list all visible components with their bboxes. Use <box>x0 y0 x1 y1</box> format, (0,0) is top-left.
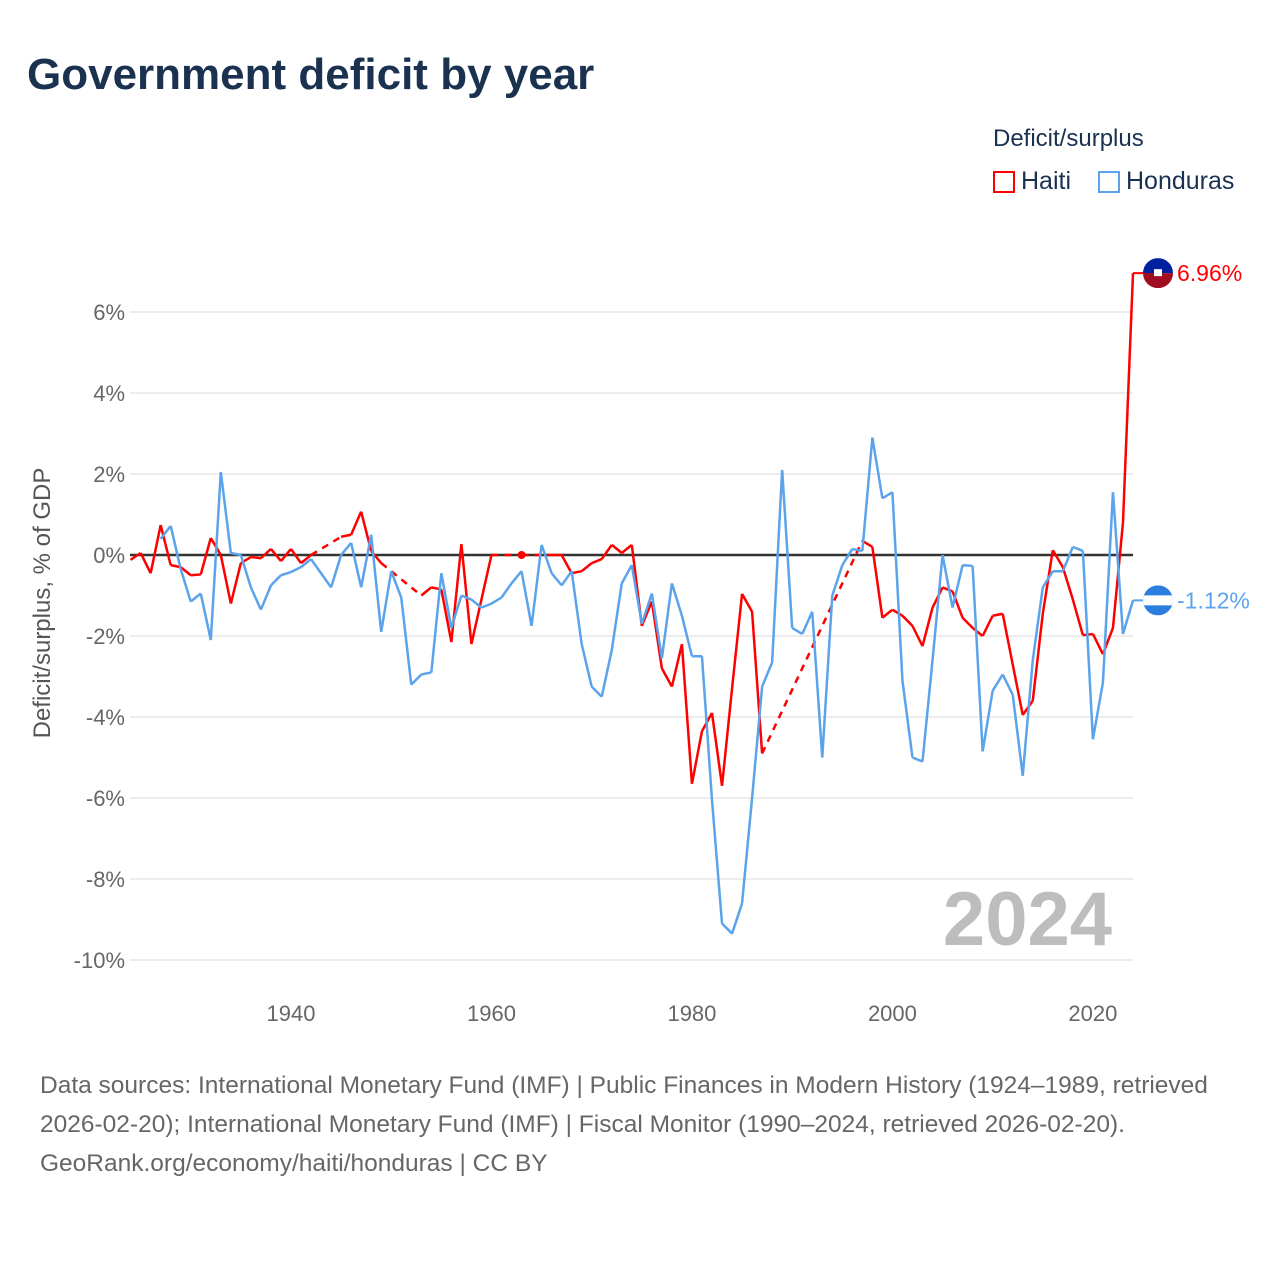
x-tick-label: 1940 <box>267 1001 316 1026</box>
footer: Data sources: International Monetary Fun… <box>40 1066 1240 1183</box>
flag-emblem <box>1154 269 1162 277</box>
haiti-flag-icon <box>1143 258 1173 289</box>
x-tick-label: 1960 <box>467 1001 516 1026</box>
legend-swatch-honduras <box>1098 170 1120 193</box>
y-axis-label: Deficit/surplus, % of GDP <box>29 468 56 739</box>
haiti-gap-line <box>310 535 864 754</box>
legend-label-honduras: Honduras <box>1126 167 1235 195</box>
y-tick-label: -10% <box>74 948 125 973</box>
year-watermark: 2024 <box>943 877 1112 962</box>
honduras-flag-icon <box>1143 585 1173 616</box>
honduras-line <box>159 437 1135 935</box>
legend-item-honduras[interactable]: Honduras <box>1098 167 1234 196</box>
y-tick-label: 6% <box>93 300 125 325</box>
chart-title: Government deficit by year <box>27 50 595 99</box>
flag-stripe <box>1143 595 1173 606</box>
y-tick-label: 2% <box>93 462 125 487</box>
legend-swatch-haiti <box>993 170 1015 193</box>
y-tick-label: 4% <box>93 381 125 406</box>
credit-link[interactable]: GeoRank.org/economy/haiti/honduras | CC … <box>40 1150 548 1177</box>
y-tick-label: -8% <box>86 867 125 892</box>
haiti-end-value-label: 6.96% <box>1177 260 1242 286</box>
honduras-end-value-label: -1.12% <box>1177 587 1250 613</box>
flag-stripe <box>1143 273 1173 289</box>
y-tick-label: 0% <box>93 543 125 568</box>
haiti-line <box>129 273 1135 787</box>
legend-label-haiti: Haiti <box>1021 167 1072 195</box>
legend-title: Deficit/surplus <box>993 125 1144 152</box>
x-tick-label: 2000 <box>868 1001 917 1026</box>
y-tick-label: -2% <box>86 624 125 649</box>
data-sources: Data sources: International Monetary Fun… <box>40 1072 1208 1138</box>
x-tick-label: 1980 <box>667 1001 716 1026</box>
flag-stripe <box>1143 258 1173 274</box>
legend-item-haiti[interactable]: Haiti <box>993 167 1071 196</box>
y-tick-label: -6% <box>86 786 125 811</box>
x-tick-label: 2020 <box>1068 1001 1117 1026</box>
y-tick-label: -4% <box>86 705 125 730</box>
